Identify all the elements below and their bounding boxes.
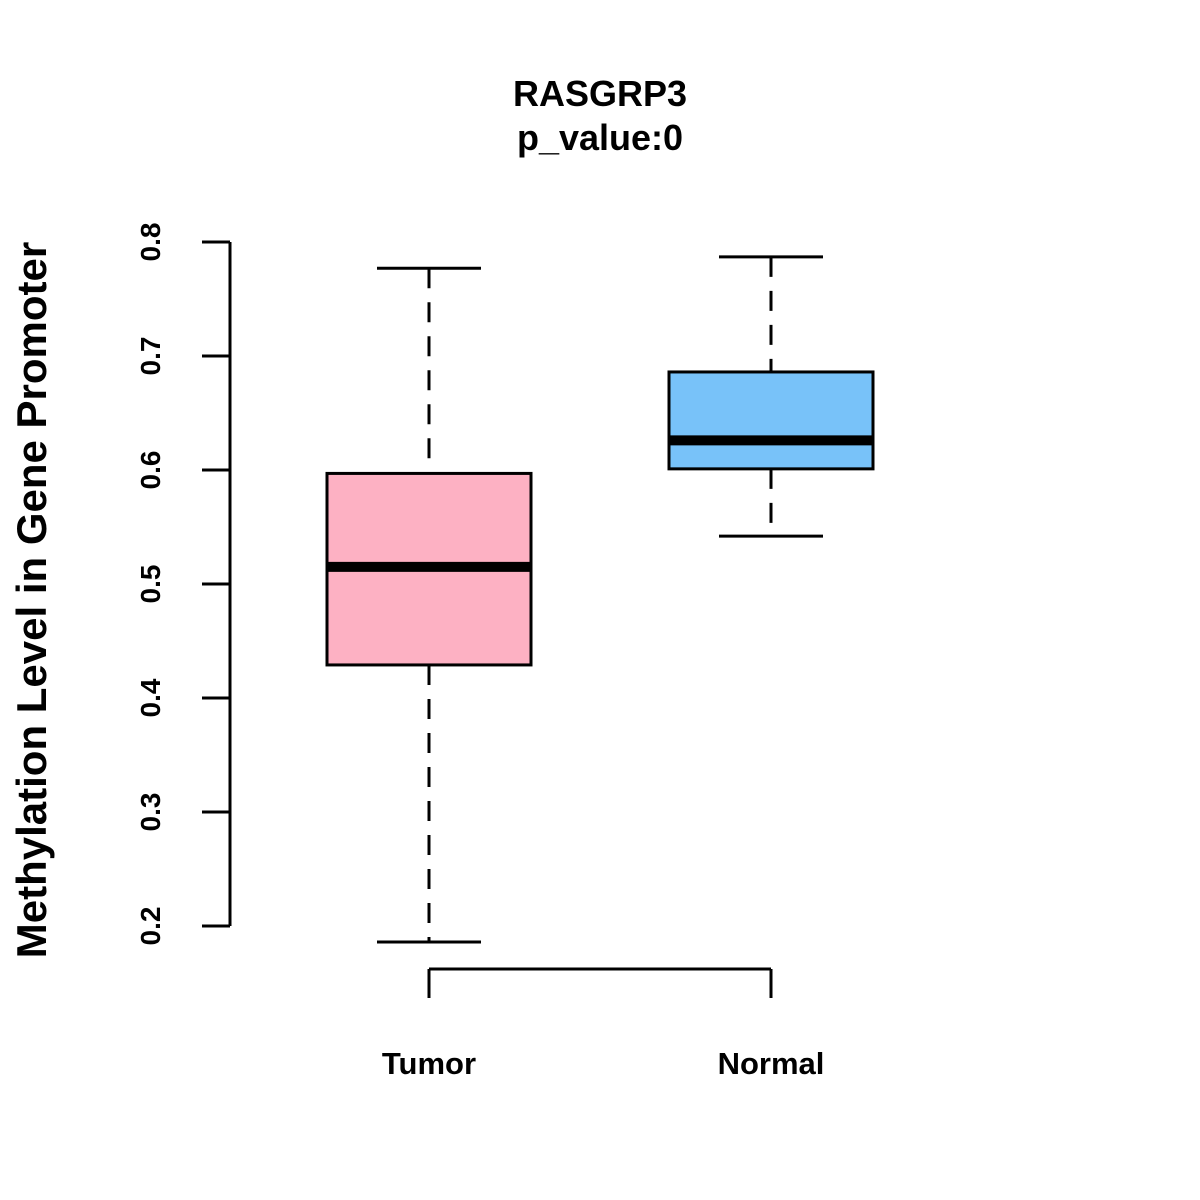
y-tick-label: 0.3 (135, 793, 166, 832)
x-category-label: Tumor (382, 1046, 476, 1081)
x-axis: Tumor Normal (382, 967, 825, 1081)
y-tick-label: 0.5 (135, 565, 166, 604)
y-tick-label: 0.2 (135, 907, 166, 946)
y-axis: 0.2 0.3 0.4 0.5 0.6 0.7 0.8 (135, 223, 232, 946)
y-tick-label: 0.7 (135, 337, 166, 376)
box-tumor (325, 266, 533, 944)
box-group (325, 255, 875, 944)
box-normal (667, 255, 875, 538)
y-tick-label: 0.6 (135, 451, 166, 490)
y-tick-label: 0.8 (135, 223, 166, 262)
x-category-label: Normal (718, 1046, 825, 1081)
iqr-box (667, 370, 875, 471)
chart-title: RASGRP3 (513, 73, 687, 114)
y-tick-label: 0.4 (135, 678, 166, 717)
y-axis-label: Methylation Level in Gene Promoter (8, 242, 55, 958)
chart-subtitle: p_value:0 (517, 117, 683, 158)
